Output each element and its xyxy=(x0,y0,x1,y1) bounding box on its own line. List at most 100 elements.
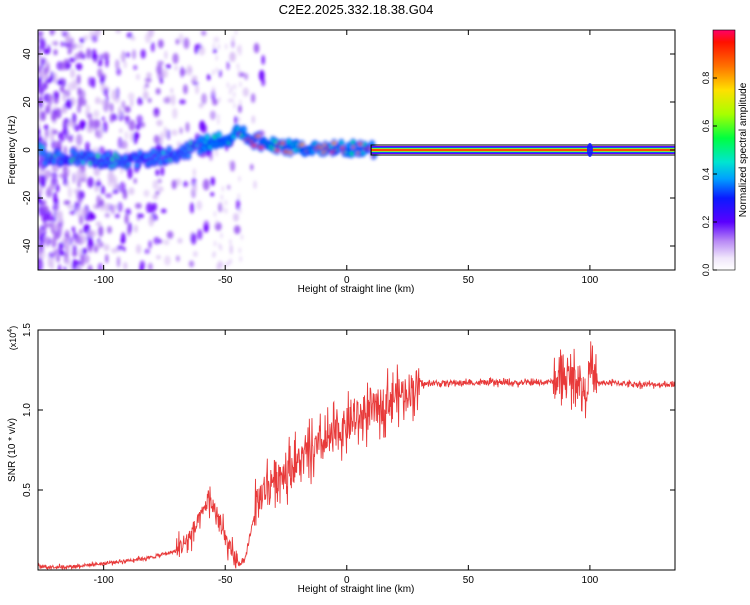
spectrogram-noise-blob xyxy=(210,176,215,186)
spectrogram-noise-blob xyxy=(43,236,49,244)
spectrogram-noise-blob xyxy=(216,264,219,270)
spectrogram-noise-blob xyxy=(145,202,153,214)
spectrogram-noise-blob xyxy=(156,64,163,75)
spectrogram-noise-blob xyxy=(196,200,203,211)
spectrogram-noise-blob xyxy=(164,255,171,266)
spectrogram-noise-blob xyxy=(46,44,51,54)
spectrogram-noise-blob xyxy=(163,96,171,104)
spectrogram-noise-blob xyxy=(211,86,216,95)
spectrogram-ridge-core xyxy=(199,137,204,142)
spectrogram-ridge-core xyxy=(158,159,163,165)
snr-xtick-label: -50 xyxy=(218,575,233,586)
spectrogram-noise-blob xyxy=(250,163,254,171)
spectrogram-noise-blob xyxy=(133,132,138,145)
spectrogram-noise-blob xyxy=(100,185,106,195)
colorbar-tick-label: 0.8 xyxy=(701,72,711,85)
spectrogram-noise-blob xyxy=(229,258,233,265)
spectrogram-noise-blob xyxy=(87,241,95,247)
spectrogram-noise-blob xyxy=(142,90,149,100)
spectrogram-ridge-core xyxy=(346,144,351,149)
spectrogram-noise-blob xyxy=(62,93,66,102)
spectrogram-noise-blob xyxy=(218,242,221,249)
spectrogram-noise-blob xyxy=(84,141,91,152)
spectrogram-noise-blob xyxy=(228,88,232,95)
spectrogram-noise-blob xyxy=(186,64,193,76)
spectrogram-noise-blob xyxy=(87,76,93,87)
spectrogram-noise-blob xyxy=(47,257,51,268)
spectrogram-noise-blob xyxy=(57,225,63,236)
spectrogram-noise-blob xyxy=(88,118,94,129)
spectrogram-noise-blob xyxy=(172,53,179,64)
spectrogram-noise-blob xyxy=(238,69,241,76)
spectrogram-noise-blob xyxy=(171,179,177,190)
spectrogram-noise-blob xyxy=(225,207,228,214)
spectrogram-noise-blob xyxy=(215,67,219,74)
spectrogram-noise-blob xyxy=(170,88,174,94)
spectrogram-noise-blob xyxy=(238,175,241,182)
spectrogram-ridge-peak xyxy=(258,146,264,149)
spectrogram-noise-blob xyxy=(238,116,241,123)
spectrogram-noise-blob xyxy=(224,43,228,50)
spectrogram-noise-blob xyxy=(133,178,137,184)
spectrogram-noise-blob xyxy=(117,201,123,213)
spectrogram-noise-blob xyxy=(63,200,71,206)
spectrogram-noise-blob xyxy=(44,128,50,139)
spectrogram-noise-blob xyxy=(115,30,122,34)
spectrogram-noise-blob xyxy=(102,121,108,133)
spectrogram-noise-blob xyxy=(72,79,78,90)
spectrogram-noise-blob xyxy=(105,193,113,199)
spectrogram-noise-blob xyxy=(239,255,242,262)
spectrogram-noise-blob xyxy=(160,166,165,177)
spectrogram-noise-blob xyxy=(226,61,230,71)
spectrogram-noise-blob xyxy=(38,96,43,106)
spectrogram-noise-blob xyxy=(233,225,241,235)
spectrogram-noise-blob xyxy=(38,258,43,269)
spectrogram-noise-blob xyxy=(96,204,100,209)
spectrogram-ridge-core xyxy=(106,152,110,157)
spectrogram-axes: -100 -50 0 50 100 -40 -20 0 20 40 xyxy=(22,30,675,286)
spectrogram-noise-blob xyxy=(55,202,59,215)
spectrogram-ridge-core xyxy=(52,158,56,164)
spectrogram-noise-blob xyxy=(70,68,76,79)
spectrogram-noise-blob xyxy=(43,124,49,130)
spectrogram-noise-blob xyxy=(97,60,103,67)
spectrogram-ridge-core xyxy=(56,151,61,157)
snr-ylabel: SNR (10 * v/v) xyxy=(7,418,18,482)
spectrogram-noise-blob xyxy=(157,186,164,193)
spectrogram-ridge-core xyxy=(186,153,191,158)
spectrogram-noise-blob xyxy=(175,255,180,262)
spectrogram-noise-blob xyxy=(63,266,67,270)
spectrogram-noise-blob xyxy=(222,206,225,213)
colorbar-axes: 0.0 0.2 0.4 0.6 0.8 xyxy=(701,72,717,277)
spectrogram-noise-blob xyxy=(235,199,241,211)
spectrogram-noise-blob xyxy=(233,83,237,90)
spectrogram-ridge-core xyxy=(151,149,156,154)
spectrogram-noise-blob xyxy=(152,194,159,200)
spectrogram-noise-blob xyxy=(81,247,88,255)
spectrogram-noise-blob xyxy=(95,181,102,187)
colorbar-tick-label: 0.0 xyxy=(701,264,711,277)
spectrogram-noise-blob xyxy=(233,213,239,222)
spectrogram-noise-blob xyxy=(98,225,104,237)
spectrogram-noise-blob xyxy=(153,236,160,245)
spectrogram-noise-blob xyxy=(202,178,210,191)
spectrogram-ridge-core xyxy=(217,133,221,138)
spectrogram-noise-blob xyxy=(123,261,128,270)
spectrogram-noise-blob xyxy=(160,131,164,144)
spectrogram-noise-blob xyxy=(38,75,43,81)
spectrogram-noise-blob xyxy=(56,80,64,86)
spectrogram-noise-blob xyxy=(38,78,41,90)
spectrogram-noise-blob xyxy=(63,65,68,71)
spectrogram-noise-blob xyxy=(183,84,188,95)
spectrogram-noise-blob xyxy=(203,220,210,233)
snr-xtick-label: 0 xyxy=(344,575,350,586)
spectrogram-noise-blob xyxy=(63,175,68,186)
spectrogram-noise-blob xyxy=(54,248,58,256)
spectrogram-noise-blob xyxy=(128,119,136,131)
spectrogram-noise-blob xyxy=(51,237,57,249)
spectrogram-noise-blob xyxy=(101,116,106,122)
spectrogram-noise-blob xyxy=(76,189,82,202)
spectrogram-noise-blob xyxy=(80,207,88,217)
figure-title: C2E2.2025.332.18.38.G04 xyxy=(279,2,434,17)
